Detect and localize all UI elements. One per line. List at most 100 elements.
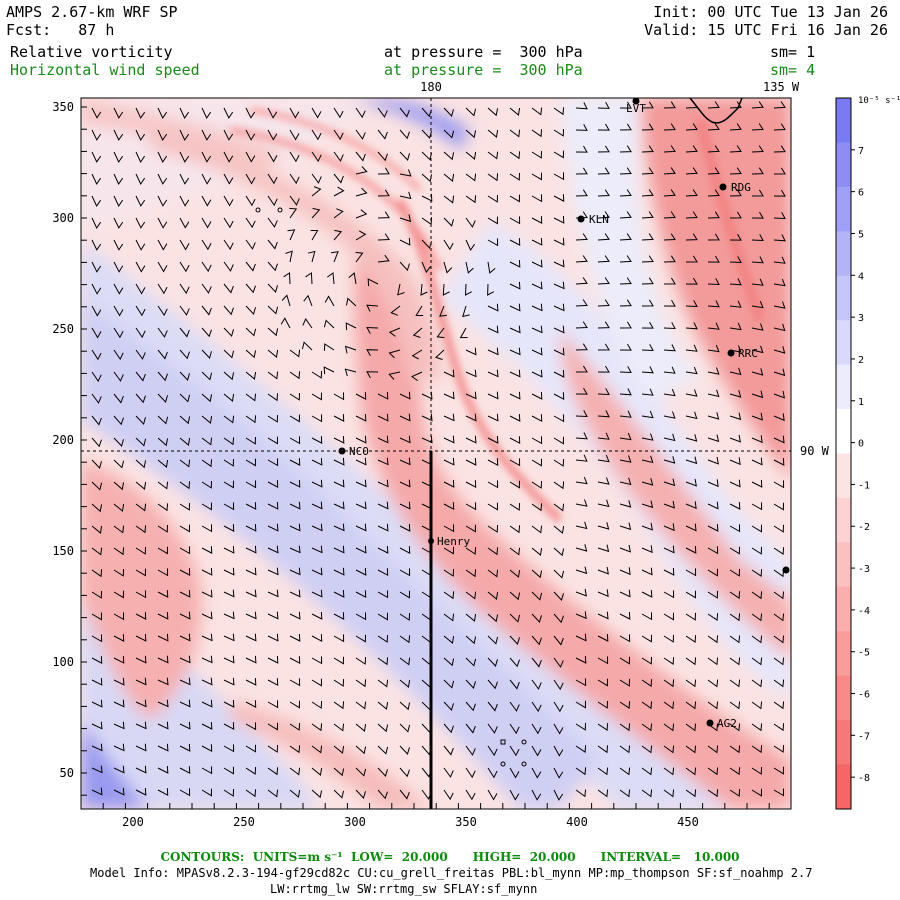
wind-barb [267,107,278,119]
wind-barb [388,327,401,337]
colorbar-label: -6 [858,690,870,701]
wind-barb [289,589,301,598]
wind-barb [366,304,379,312]
wind-barb [575,233,588,241]
wind-barb [751,546,762,555]
wind-barb [179,546,191,555]
wind-barb [289,195,300,206]
wind-barb [729,211,742,219]
wind-barb [377,457,389,466]
wind-barb [663,657,675,665]
wind-barb [223,107,234,119]
wind-barb [91,415,102,426]
wind-barb [443,591,455,600]
wind-barb [773,502,784,511]
wind-barb [355,701,367,710]
wind-barb [267,327,279,337]
wind-barb [377,789,388,800]
wind-barb [707,101,720,109]
wind-barb [553,547,565,557]
wind-barb [91,634,103,643]
wind-barb [553,237,565,246]
wind-barb [443,129,455,139]
wind-barb [355,435,367,444]
wind-barb [289,207,298,219]
wind-barb [729,101,742,109]
wind-barb [289,767,301,776]
wind-barb [707,389,720,398]
wind-barb [509,281,521,290]
wind-barb [553,767,564,779]
wind-barb [487,129,499,138]
wind-barb [597,321,610,329]
wind-barb [307,250,316,263]
wind-barb [443,173,455,182]
wind-barb [707,300,720,308]
wind-barb [597,656,609,665]
wind-barb [531,150,542,159]
wind-barb [619,101,632,109]
wind-barb [179,611,191,620]
wind-barb [553,259,565,268]
wind-barb [267,767,279,776]
wind-barb [685,789,697,798]
colorbar-label: 5 [858,229,864,240]
wind-barb [289,107,300,119]
wind-barb [157,765,169,774]
wind-barb [201,239,212,251]
wind-barb [619,145,632,153]
wind-barb [509,502,521,511]
wind-barb [619,211,632,219]
wind-barb [773,212,786,220]
wind-barb [465,767,476,779]
wind-barb [773,435,785,444]
wind-barb [267,545,279,554]
wind-barb [113,503,125,512]
wind-barb [311,634,323,643]
wind-barb [465,723,476,734]
wind-barb [619,366,632,374]
wind-barb [311,186,322,197]
wind-barb [91,195,102,208]
wind-barb [434,349,445,360]
wind-barb [421,151,433,161]
wind-barb [773,635,785,644]
station-rrc: RRC [727,347,758,360]
wind-barb [553,458,565,467]
wind-barb [531,458,542,467]
wind-barb [135,151,146,164]
wind-barb [311,370,322,379]
wind-barb [729,256,742,264]
wind-barb [663,255,676,263]
wind-barb [135,503,147,512]
wind-barb [201,567,213,576]
x-tick-label: 300 [344,815,366,829]
wind-barb [267,151,278,163]
wind-barb [399,767,410,778]
wind-barb [751,524,762,533]
wind-barb [157,611,169,620]
wind-barb [773,323,786,332]
wind-barb [575,499,588,507]
wind-barb [487,613,499,623]
wind-barb [91,743,103,752]
wind-barb [157,721,169,730]
wind-barb [377,413,389,422]
wind-barb [135,129,146,142]
wind-barb [377,435,389,444]
colorbar-label: 3 [858,313,864,324]
station-marker [782,566,790,574]
wind-barb [366,326,379,334]
wind-barb [553,591,564,601]
station-nco: NCO [338,445,369,458]
wind-barb [465,524,476,533]
wind-barb [91,305,102,317]
wind-barb [201,524,213,533]
wind-barb [443,767,454,778]
wind-barb [685,123,698,131]
wind-barb [289,633,301,642]
wind-barb [289,722,301,731]
wind-barb [641,299,654,307]
wind-barb [91,349,102,361]
wind-barb [311,457,323,466]
